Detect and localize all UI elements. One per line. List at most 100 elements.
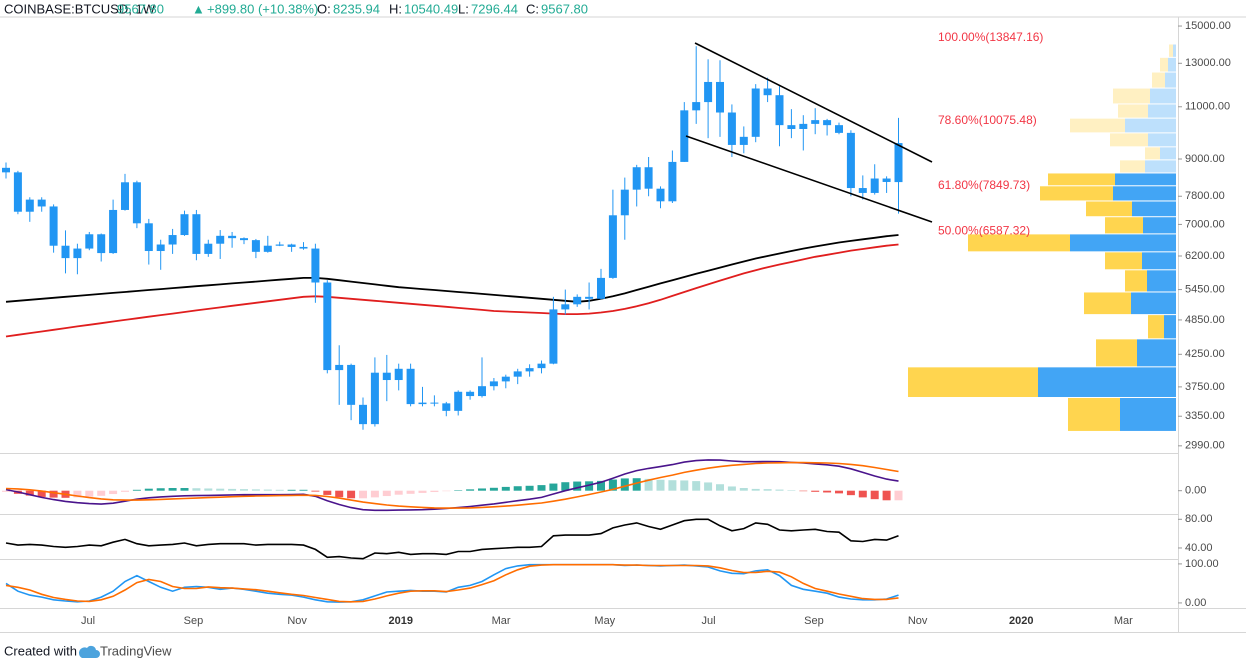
candle-body [73,248,82,259]
profile-up [1164,315,1176,339]
y-tick-label: 13000.00 [1185,57,1231,69]
profile-down [1086,201,1132,217]
candle-body [680,110,689,162]
open-value: 8235.94 [333,1,380,16]
profile-up [1115,173,1176,186]
macd-histogram-bar [799,490,808,492]
macd-histogram-bar [656,479,665,491]
profile-down [1152,72,1165,88]
candle-body [109,209,118,254]
candle-body [275,244,284,246]
high-value: 10540.49 [404,1,458,16]
y-tick-label: 3350.00 [1185,410,1225,422]
candle-body [382,372,391,381]
profile-up [1125,118,1176,133]
y-tick-label: 15000.00 [1185,20,1231,32]
macd-histogram-bar [97,490,106,496]
time-label: 2019 [389,615,413,627]
y-tick-label: 5450.00 [1185,283,1225,295]
macd-histogram-bar [251,489,260,491]
candle-body [347,364,356,405]
candle-body [823,120,832,126]
macd-histogram-bar [2,490,10,492]
profile-up [1131,292,1176,315]
macd-histogram-bar [751,488,760,491]
profile-up [1145,160,1176,173]
profile-down [968,234,1070,252]
macd-histogram-bar [275,489,284,491]
macd-histogram-bar [299,489,308,491]
indicator-line [5,563,899,603]
y-tick-label: 100.00 [1185,558,1219,570]
candle-body [418,402,427,405]
low-value: 7296.44 [471,1,518,16]
macd-histogram-bar [132,489,141,491]
macd-histogram-bar [870,490,879,500]
profile-up [1150,88,1176,104]
candle-body [2,167,10,173]
profile-down [1110,133,1148,147]
plot-layer: 15000.00 13000.00 11000.00 9000.00 7800.00 70… [2,20,1231,627]
candle-body [775,95,784,126]
fib-label: 78.60%(10075.48) [938,113,1037,127]
macd-histogram-bar [263,489,272,491]
profile-up [1160,147,1176,160]
macd-histogram-bar [573,481,582,491]
y-tick-label: 9000.00 [1185,153,1225,165]
macd-histogram-bar [739,488,748,491]
candle-body [335,364,344,371]
candle-body [858,188,867,193]
profile-down [1160,57,1168,72]
macd-histogram-bar [597,480,605,491]
profile-down [1120,160,1145,173]
profile-down [1096,339,1137,367]
candle-body [406,368,415,405]
macd-histogram-bar [858,490,867,498]
candle-body [323,282,332,371]
candle-body [716,81,724,113]
profile-down [1070,118,1125,133]
time-label: Nov [287,615,307,627]
footer-brand[interactable]: TradingView [100,643,172,658]
y-tick-label: 0.00 [1185,485,1206,497]
candle-body [846,132,855,189]
macd-histogram-bar [156,488,165,491]
macd-histogram-bar [727,486,736,491]
profile-down [1169,44,1173,57]
header: COINBASE:BTCUSD, 1W 9567.80 ▲ +899.80 (+… [4,1,588,16]
profile-up [1173,44,1176,57]
time-label: Mar [492,615,511,627]
candle-body [454,391,463,411]
profile-up [1137,339,1176,367]
macd-histogram-bar [430,490,439,493]
profile-down [1068,398,1120,431]
macd-histogram-bar [763,489,772,491]
candle-body [894,143,903,183]
candle-body [489,381,498,387]
macd-histogram-bar [478,488,486,491]
candle-body [204,243,213,254]
candle-body [240,238,248,241]
macd-histogram-bar [787,490,796,491]
candle-body [620,189,629,216]
time-label: Nov [908,615,928,627]
macd-histogram-bar [680,480,689,491]
high-label: H: [389,1,402,16]
symbol: COINBASE:BTCUSD, 1W [4,1,156,16]
macd-histogram-bar [49,490,58,498]
profile-up [1147,270,1176,292]
macd-histogram-bar [620,478,629,491]
y-tick-label: 7800.00 [1185,190,1225,202]
candle-body [811,120,820,124]
profile-up [1148,104,1176,118]
macd-histogram-bar [37,490,46,497]
close-value: 9567.80 [541,1,588,16]
y-tick-label: 0.00 [1185,597,1206,609]
macd-histogram-bar [85,490,94,497]
candle-body [882,178,891,182]
profile-up [1038,367,1176,398]
macd-histogram-bar [228,488,237,491]
footer: Created with TradingView [4,643,172,658]
candle-body [370,372,379,425]
y-tick-label: 4850.00 [1185,314,1225,326]
